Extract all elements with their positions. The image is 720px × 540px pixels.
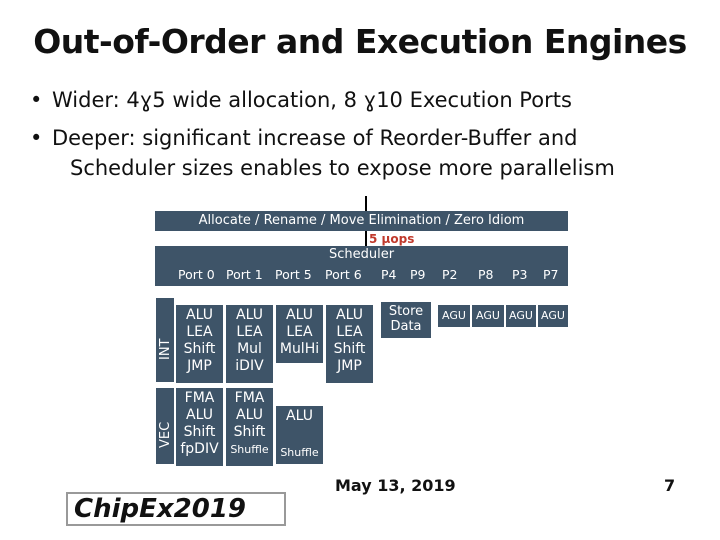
uops-arrow: [365, 231, 367, 247]
unit-alu: ALU: [286, 307, 313, 323]
unit-mulhi: MulHi: [279, 341, 320, 357]
bullet-deeper: • Deeper: significant increase of Reorder…: [30, 124, 577, 152]
port-p2: P2: [442, 267, 458, 282]
unit-shuffle: Shuffle: [280, 446, 319, 459]
agu-unit-p8: AGU: [472, 305, 504, 327]
port1-int-units: ALU LEA Mul iDIV: [226, 305, 273, 383]
port0-vec-units: FMA ALU Shift fpDIV: [176, 388, 223, 466]
port-1: Port 1: [226, 267, 263, 282]
arrow-glyph: ɣ: [139, 88, 153, 112]
port-p7: P7: [543, 267, 559, 282]
unit-shift: Shift: [183, 424, 216, 440]
agu-unit-p3: AGU: [506, 305, 536, 327]
unit-shift: Shift: [183, 341, 216, 357]
agu-unit-p2: AGU: [438, 305, 470, 327]
bullet-deeper-line2: Scheduler sizes enables to expose more p…: [70, 156, 615, 180]
bullet-wider: • Wider: 4ɣ5 wide allocation, 8 ɣ10 Execu…: [30, 86, 572, 114]
unit-shuffle: Shuffle: [230, 443, 269, 456]
port-p3: P3: [512, 267, 528, 282]
port0-int-units: ALU LEA Shift JMP: [176, 305, 223, 383]
port-p4: P4: [381, 267, 397, 282]
allocate-bar: Allocate / Rename / Move Elimination / Z…: [155, 211, 568, 231]
chipex-logo: ChipEx2019: [66, 492, 286, 526]
unit-fpdiv: fpDIV: [180, 441, 219, 457]
bullet-dot: •: [30, 88, 43, 112]
slide-title: Out-of-Order and Execution Engines: [33, 22, 687, 61]
port-5: Port 5: [275, 267, 312, 282]
arrow-glyph: ɣ: [363, 88, 377, 112]
page-number: 7: [664, 476, 676, 495]
unit-alu: ALU: [186, 407, 213, 423]
unit-lea: LEA: [336, 324, 363, 340]
bullet-dot: •: [30, 126, 43, 150]
unit-mul: Mul: [237, 341, 262, 357]
unit-alu: ALU: [236, 307, 263, 323]
port-p9: P9: [410, 267, 426, 282]
logo-text: ChipEx2019: [74, 494, 247, 524]
store-data-unit: Store Data: [381, 302, 431, 338]
unit-shift: Shift: [233, 424, 266, 440]
port-6: Port 6: [325, 267, 362, 282]
unit-idiv: iDIV: [235, 358, 264, 374]
vec-side-bar: [156, 388, 174, 464]
port-p8: P8: [478, 267, 494, 282]
scheduler-bar: Scheduler: [155, 246, 568, 286]
bullet-text-prefix: Wider: 4: [52, 88, 140, 112]
unit-alu: ALU: [286, 408, 313, 424]
uops-label: 5 μops: [369, 232, 415, 246]
store-label: Store: [388, 304, 424, 319]
footer-date: May 13, 2019: [335, 476, 456, 495]
unit-shift: Shift: [333, 341, 366, 357]
bullet-text-mid: 5 wide allocation, 8: [152, 88, 364, 112]
unit-alu: ALU: [236, 407, 263, 423]
port5-int-units: ALU LEA MulHi: [276, 305, 323, 363]
unit-lea: LEA: [236, 324, 263, 340]
int-side-bar: [156, 298, 174, 382]
unit-lea: LEA: [186, 324, 213, 340]
unit-fma: FMA: [184, 390, 215, 406]
unit-jmp: JMP: [187, 358, 212, 374]
port6-int-units: ALU LEA Shift JMP: [326, 305, 373, 383]
port5-vec-units: ALU Shuffle: [276, 406, 323, 464]
int-label: INT: [158, 338, 173, 361]
unit-fma: FMA: [234, 390, 265, 406]
scheduler-label: Scheduler: [328, 247, 395, 262]
unit-lea: LEA: [286, 324, 313, 340]
port-0: Port 0: [178, 267, 215, 282]
vec-label: VEC: [158, 421, 173, 448]
agu-unit-p7: AGU: [538, 305, 568, 327]
unit-alu: ALU: [186, 307, 213, 323]
unit-jmp: JMP: [337, 358, 362, 374]
port1-vec-units: FMA ALU Shift Shuffle: [226, 388, 273, 466]
bullet-text-suffix: 10 Execution Ports: [376, 88, 572, 112]
input-arrow: [365, 196, 367, 212]
data-label: Data: [390, 319, 422, 334]
bullet-text-line1: Deeper: significant increase of Reorder-…: [52, 126, 578, 150]
unit-alu: ALU: [336, 307, 363, 323]
